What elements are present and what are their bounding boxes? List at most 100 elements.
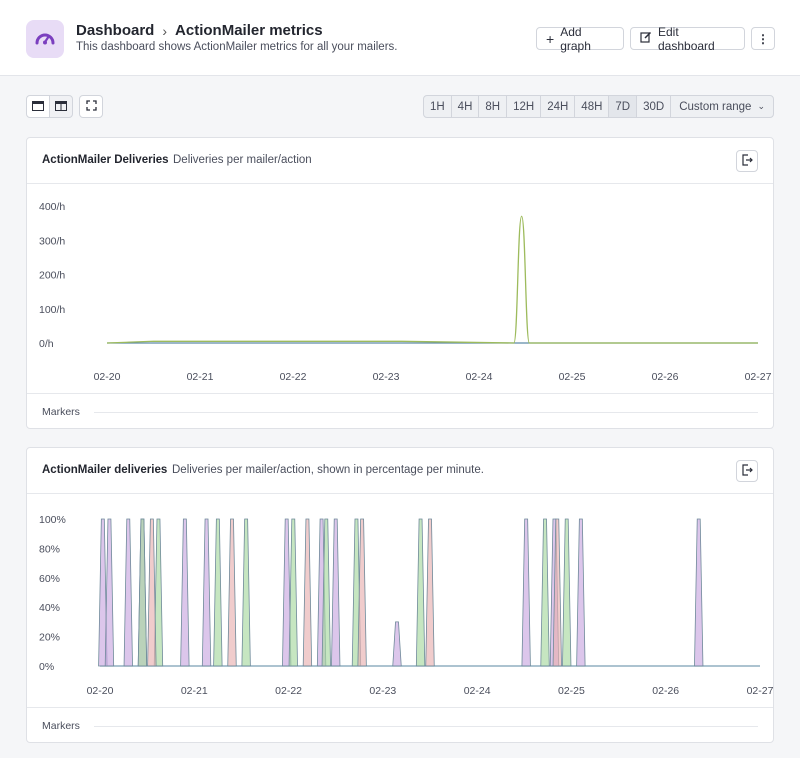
area-spike bbox=[137, 518, 148, 667]
markers-label: Markers bbox=[42, 720, 80, 732]
x-tick-label: 02-20 bbox=[94, 371, 121, 383]
panel-header: ActionMailer deliveries Deliveries per m… bbox=[27, 448, 773, 494]
area-spike bbox=[331, 518, 341, 667]
area-spike bbox=[282, 518, 292, 667]
export-button[interactable] bbox=[736, 460, 758, 482]
add-graph-label: Add graph bbox=[560, 24, 591, 53]
area-spike bbox=[288, 518, 298, 667]
y-tick-label: 400/h bbox=[39, 201, 65, 213]
area-spike bbox=[552, 518, 562, 667]
more-options-button[interactable]: ⋮ bbox=[751, 27, 775, 50]
y-tick-label: 40% bbox=[39, 602, 60, 614]
expand-icon bbox=[85, 99, 97, 114]
x-tick-label: 02-23 bbox=[373, 371, 400, 383]
area-spike bbox=[540, 518, 550, 667]
edit-dashboard-label: Edit dashboard bbox=[658, 24, 715, 53]
panel-header: ActionMailer Deliveries Deliveries per m… bbox=[27, 138, 773, 184]
area-spike bbox=[357, 518, 367, 667]
y-tick-label: 200/h bbox=[39, 270, 65, 282]
range-button-24h[interactable]: 24H bbox=[541, 96, 576, 117]
layout-single-column-button[interactable] bbox=[26, 95, 50, 118]
page-subtitle: This dashboard shows ActionMailer metric… bbox=[76, 41, 398, 53]
area-spike bbox=[123, 518, 133, 667]
panel-description: Deliveries per mailer/action bbox=[173, 154, 312, 166]
chevron-right-icon: › bbox=[162, 22, 168, 39]
range-button-8h[interactable]: 8H bbox=[479, 96, 508, 117]
area-spike bbox=[392, 621, 402, 667]
x-tick-label: 02-24 bbox=[466, 371, 493, 383]
y-tick-label: 100% bbox=[39, 514, 66, 526]
area-spike bbox=[201, 518, 212, 667]
range-button-4h[interactable]: 4H bbox=[452, 96, 480, 117]
markers-track bbox=[94, 726, 758, 727]
x-tick-label: 02-23 bbox=[369, 685, 396, 697]
area-spike bbox=[98, 518, 108, 667]
x-tick-label: 02-27 bbox=[745, 371, 772, 383]
series-line bbox=[106, 215, 758, 344]
range-button-48h[interactable]: 48H bbox=[575, 96, 610, 117]
markers-track bbox=[94, 412, 758, 413]
deliveries-percentage-graph-panel: ActionMailer deliveries Deliveries per m… bbox=[26, 447, 774, 743]
custom-range-label: Custom range bbox=[679, 100, 752, 113]
kebab-icon: ⋮ bbox=[757, 31, 769, 46]
x-tick-label: 02-26 bbox=[652, 371, 679, 383]
x-tick-label: 02-27 bbox=[747, 685, 773, 697]
deliveries-line-chart: 0/h 100/h 200/h 300/h 400/h 02-20 02-21 02-22 02… bbox=[39, 201, 772, 383]
y-tick-label: 0/h bbox=[39, 338, 54, 350]
range-button-30d[interactable]: 30D bbox=[637, 96, 672, 117]
deliveries-graph-panel: ActionMailer Deliveries Deliveries per m… bbox=[26, 137, 774, 429]
area-spike bbox=[213, 518, 223, 667]
area-spike bbox=[104, 518, 115, 667]
x-tick-label: 02-21 bbox=[187, 371, 214, 383]
area-spike bbox=[321, 518, 331, 667]
x-tick-label: 02-26 bbox=[652, 685, 679, 697]
range-button-12h[interactable]: 12H bbox=[507, 96, 542, 117]
x-tick-label: 02-25 bbox=[558, 685, 585, 697]
x-tick-label: 02-24 bbox=[464, 685, 491, 697]
area-spike bbox=[694, 518, 704, 667]
single-column-icon bbox=[32, 100, 44, 114]
time-range-selector: 1H 4H 8H 12H 24H 48H 7D 30D Custom range ⌄ bbox=[422, 95, 774, 118]
pencil-icon bbox=[640, 31, 652, 46]
x-tick-label: 02-21 bbox=[181, 685, 208, 697]
range-button-1h[interactable]: 1H bbox=[424, 96, 452, 117]
y-tick-label: 100/h bbox=[39, 304, 65, 316]
y-tick-label: 20% bbox=[39, 632, 60, 644]
markers-label: Markers bbox=[42, 406, 80, 418]
page-header: Dashboard › ActionMailer metrics This da… bbox=[0, 0, 800, 76]
area-spike bbox=[302, 518, 313, 667]
breadcrumb-root[interactable]: Dashboard bbox=[76, 22, 155, 39]
page-title: ActionMailer metrics bbox=[175, 22, 323, 39]
y-tick-label: 300/h bbox=[39, 235, 65, 247]
layout-two-column-button[interactable] bbox=[49, 95, 73, 118]
export-button[interactable] bbox=[736, 150, 758, 172]
fullscreen-button[interactable] bbox=[79, 95, 103, 118]
breadcrumb: Dashboard › ActionMailer metrics bbox=[76, 22, 323, 39]
x-tick-label: 02-22 bbox=[280, 371, 307, 383]
two-column-icon bbox=[55, 100, 67, 114]
export-icon bbox=[741, 153, 753, 169]
custom-range-select[interactable]: Custom range ⌄ bbox=[671, 96, 773, 117]
add-graph-button[interactable]: + Add graph bbox=[536, 24, 624, 53]
area-spike bbox=[415, 518, 426, 667]
x-tick-label: 02-22 bbox=[275, 685, 302, 697]
area-spike bbox=[425, 518, 435, 667]
range-button-7d[interactable]: 7D bbox=[609, 96, 638, 117]
y-tick-label: 0% bbox=[39, 661, 54, 673]
markers-row: Markers bbox=[27, 393, 773, 429]
markers-row: Markers bbox=[27, 707, 773, 743]
x-tick-label: 02-20 bbox=[87, 685, 114, 697]
dashboard-toolbar: 1H 4H 8H 12H 24H 48H 7D 30D Custom range ⌄ bbox=[26, 95, 774, 119]
panel-title: ActionMailer deliveries bbox=[42, 464, 168, 476]
area-spike bbox=[180, 518, 190, 667]
area-spike bbox=[576, 518, 586, 667]
area-spike bbox=[521, 518, 531, 667]
area-spike bbox=[562, 518, 572, 667]
plus-icon: + bbox=[546, 30, 555, 47]
panel-title: ActionMailer Deliveries bbox=[42, 154, 169, 166]
y-tick-label: 80% bbox=[39, 543, 60, 555]
x-tick-label: 02-25 bbox=[559, 371, 586, 383]
edit-dashboard-button[interactable]: Edit dashboard bbox=[630, 24, 745, 53]
y-tick-label: 60% bbox=[39, 573, 60, 585]
area-spike bbox=[227, 518, 237, 667]
